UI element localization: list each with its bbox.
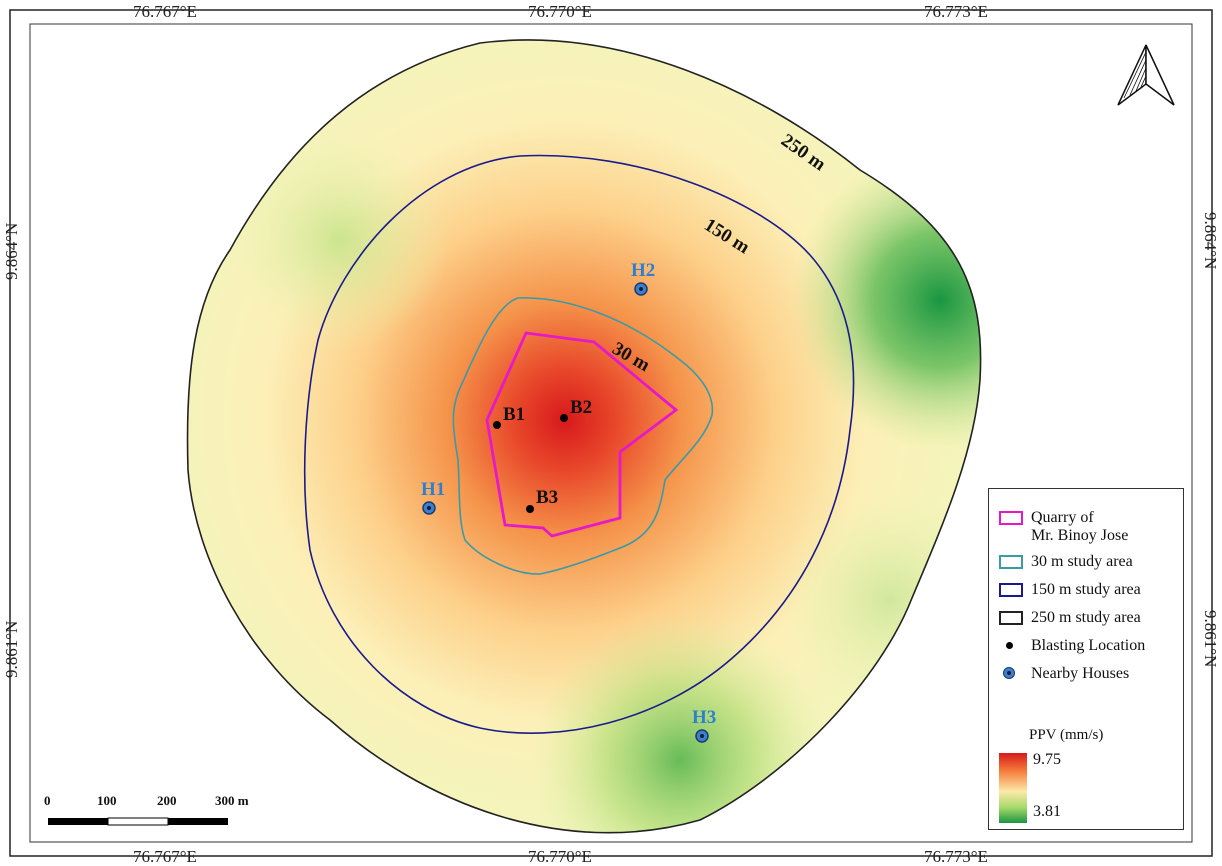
- legend-study150-swatch: [999, 583, 1023, 597]
- scale-bar: [48, 817, 228, 826]
- legend-study150-label: 150 m study area: [1031, 581, 1141, 598]
- map-inner-border: [29, 23, 1193, 843]
- house-label-h3: H3: [692, 707, 716, 728]
- legend-study30-swatch: [999, 555, 1023, 569]
- legend-ppv-ramp: [999, 753, 1027, 823]
- legend-house-icon: [1003, 667, 1015, 679]
- quarry-boundary: [485, 331, 679, 538]
- blasting-label-b2: B2: [570, 397, 592, 418]
- legend-blasting-dot: [1006, 642, 1013, 649]
- house-label-h2: H2: [631, 260, 655, 281]
- legend-quarry-line2: Mr. Binoy Jose: [1031, 527, 1129, 544]
- coord-top-3: 76.773°E: [924, 2, 988, 21]
- legend-blasting-label: Blasting Location: [1031, 637, 1146, 654]
- legend-study250-label: 250 m study area: [1031, 609, 1141, 626]
- blasting-label-b3: B3: [536, 487, 558, 508]
- coord-top-1: 76.767°E: [133, 2, 197, 21]
- legend-ppv-title: PPV (mm/s): [1029, 727, 1104, 743]
- study-area-30m: [452, 297, 714, 575]
- blasting-location: B1: [493, 404, 525, 429]
- legend-quarry-line1: Quarry of: [1031, 509, 1094, 526]
- map-legend: Quarry of Mr. Binoy Jose 30 m study area…: [988, 488, 1184, 830]
- scale-tick-200: 200: [157, 793, 177, 808]
- coord-bottom-1: 76.767°E: [133, 847, 197, 866]
- legend-study250-swatch: [999, 611, 1023, 625]
- scale-tick-0: 0: [44, 793, 51, 808]
- legend-study30-label: 30 m study area: [1031, 553, 1133, 570]
- coord-bottom-3: 76.773°E: [924, 847, 988, 866]
- map-border: [9, 9, 1213, 857]
- nearby-house: H3: [692, 707, 716, 743]
- legend-ppv-max: 9.75: [1033, 751, 1061, 768]
- coord-bottom-2: 76.770°E: [528, 847, 592, 866]
- coord-right-2: 9.861°N: [1201, 610, 1220, 668]
- study-area-150m: [303, 154, 855, 734]
- blasting-label-b1: B1: [503, 404, 525, 425]
- north-arrow-icon: [1117, 44, 1175, 106]
- coord-right-1: 9.864°N: [1201, 212, 1220, 270]
- legend-quarry-swatch: [999, 511, 1023, 525]
- coord-top-2: 76.770°E: [528, 2, 592, 21]
- coord-left-1: 9.864°N: [2, 222, 21, 280]
- blasting-location: B3: [526, 487, 558, 513]
- nearby-house: H1: [421, 479, 445, 515]
- blasting-location: B2: [560, 397, 592, 422]
- legend-ppv-min: 3.81: [1033, 803, 1061, 820]
- coord-left-2: 9.861°N: [2, 620, 21, 678]
- legend-houses-label: Nearby Houses: [1031, 665, 1130, 682]
- nearby-house: H2: [631, 260, 655, 296]
- scale-tick-300: 300 m: [215, 793, 249, 808]
- house-label-h1: H1: [421, 479, 445, 500]
- study-area-250m: [186, 39, 982, 834]
- scale-tick-100: 100: [97, 793, 117, 808]
